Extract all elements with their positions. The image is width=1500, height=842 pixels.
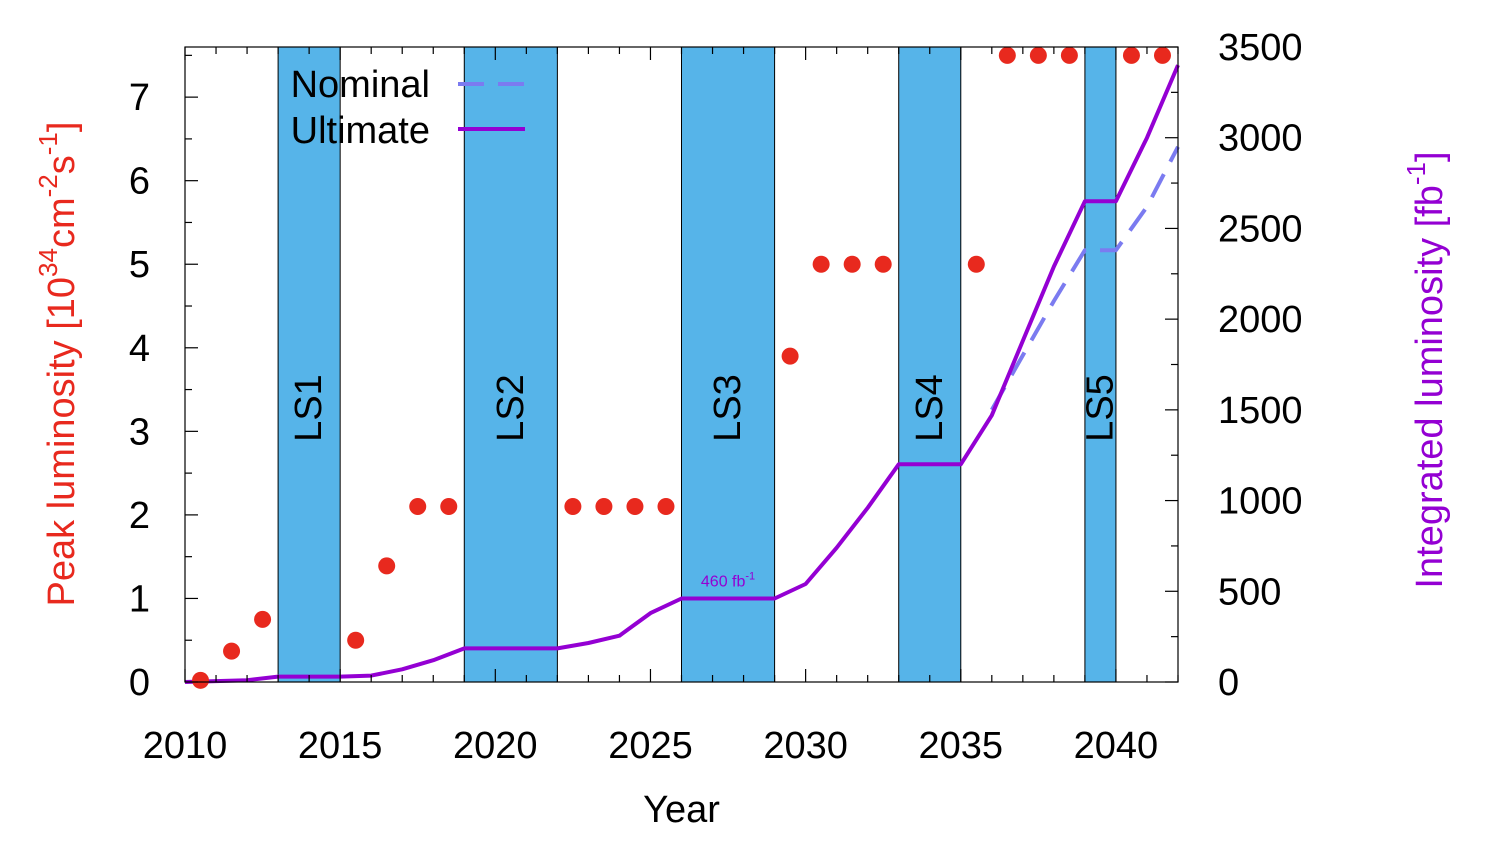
y-left-tick-label: 0 [129, 662, 150, 704]
y-right-tick-label: 0 [1218, 662, 1239, 704]
y-left-tick-label: 3 [129, 411, 150, 453]
peak-luminosity-points [192, 46, 1171, 689]
peak-point [440, 498, 458, 516]
peak-point [378, 557, 396, 575]
left-axis-title-end: ] [41, 122, 83, 133]
y-right-tick-label: 500 [1218, 571, 1281, 613]
tick-labels: 2010 2015 2020 2025 2030 2035 2040 0 1 2 3 4 5 6 7 0 500… [129, 27, 1303, 767]
peak-point [595, 498, 613, 516]
x-tick-label: 2030 [763, 725, 848, 767]
shutdown-bands: LS1 LS2 LS3 LS4 LS5 [277, 46, 1121, 683]
series-lines [184, 64, 1180, 684]
shutdown-band-ls2 [463, 46, 558, 683]
series-line-nominal [990, 145, 1180, 411]
peak-point [657, 498, 675, 516]
shutdown-label-ls2: LS2 [490, 374, 532, 442]
y-left-tick-label: 1 [129, 578, 150, 620]
x-tick-label: 2015 [298, 725, 383, 767]
y-right-tick-label: 2500 [1218, 208, 1303, 250]
peak-point [1122, 46, 1140, 64]
y-right-tick-label: 3000 [1218, 118, 1303, 160]
left-axis-title: Peak luminosity [1034cm-2s-1] [33, 122, 83, 607]
peak-point [812, 255, 830, 273]
left-axis-title-exp2: -2 [33, 174, 63, 197]
x-tick-label: 2025 [608, 725, 693, 767]
peak-point [409, 498, 427, 516]
peak-point [1029, 46, 1047, 64]
peak-point [781, 347, 799, 365]
left-axis-title-exp3: -1 [33, 132, 63, 155]
annotation-sup: -1 [745, 571, 755, 583]
left-axis-title-mid1: cm [41, 197, 83, 248]
right-axis-title: Integrated luminosity [fb-1] [1401, 151, 1451, 588]
annotation-text: 460 fb [701, 574, 746, 591]
shutdown-band-ls3 [681, 46, 776, 683]
y-right-tick-label: 3500 [1218, 27, 1303, 69]
legend-label-ultimate: Ultimate [291, 110, 430, 152]
y-right-tick-label: 1000 [1218, 481, 1303, 523]
peak-point [564, 498, 582, 516]
x-tick-label: 2020 [453, 725, 538, 767]
peak-point [192, 671, 210, 689]
peak-point [254, 610, 272, 628]
peak-point [223, 642, 241, 660]
peak-point [874, 255, 892, 273]
peak-point [347, 631, 365, 649]
y-right-tick-label: 2000 [1218, 299, 1303, 341]
shutdown-label-ls1: LS1 [288, 374, 330, 442]
shutdown-label-ls5: LS5 [1079, 374, 1121, 442]
y-left-tick-label: 5 [129, 244, 150, 286]
shutdown-band-ls1 [277, 46, 341, 683]
x-tick-label: 2040 [1074, 725, 1159, 767]
shutdown-band-ls4 [898, 46, 962, 683]
peak-point [998, 46, 1016, 64]
legend-label-nominal: Nominal [291, 64, 430, 106]
peak-point [626, 498, 644, 516]
left-axis-title-exp1: 34 [33, 248, 63, 277]
x-tick-label: 2010 [143, 725, 228, 767]
series-line-ultimate [184, 64, 1180, 684]
annotation-integrated-ls3: 460 fb-1 [701, 571, 755, 591]
peak-point [1153, 46, 1171, 64]
shutdown-label-ls3: LS3 [707, 374, 749, 442]
right-axis-title-end: ] [1409, 151, 1451, 162]
y-right-tick-label: 1500 [1218, 390, 1303, 432]
right-axis-title-main: Integrated luminosity [fb [1409, 185, 1451, 588]
shutdown-label-ls4: LS4 [909, 374, 951, 442]
y-left-tick-label: 2 [129, 495, 150, 537]
shutdown-band-ls5 [1084, 46, 1117, 683]
left-axis-title-mid2: s [41, 155, 83, 174]
y-left-tick-label: 6 [129, 161, 150, 203]
x-axis-title: Year [643, 789, 720, 831]
left-axis-title-main: Peak luminosity [10 [41, 277, 83, 607]
x-tick-label: 2035 [919, 725, 1004, 767]
axis-ticks [184, 46, 1179, 683]
y-left-tick-label: 4 [129, 328, 150, 370]
peak-point [843, 255, 861, 273]
peak-point [1060, 46, 1078, 64]
y-left-tick-label: 7 [129, 77, 150, 119]
legend: Nominal Ultimate [291, 64, 525, 152]
right-axis-title-exp: -1 [1401, 162, 1431, 185]
peak-point [967, 255, 985, 273]
